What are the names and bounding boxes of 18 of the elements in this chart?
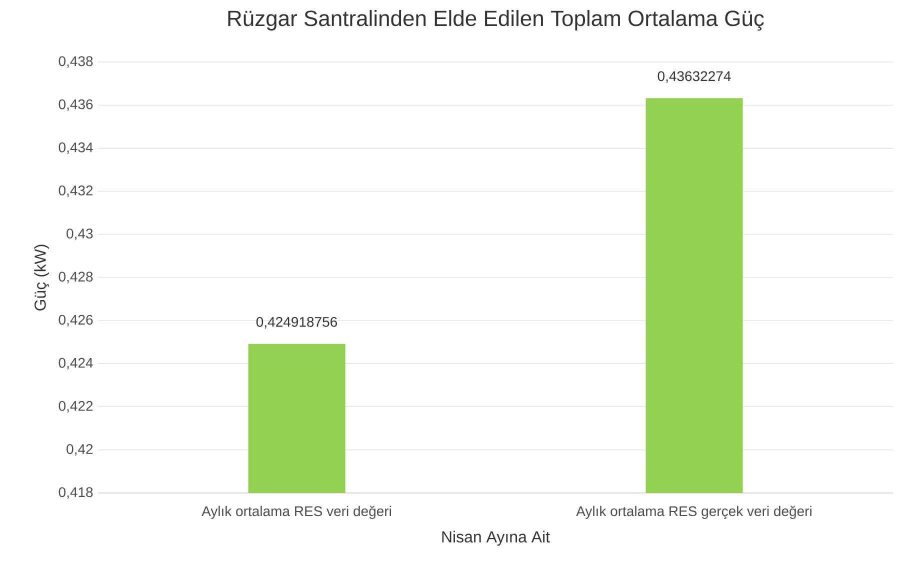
data-label: 0,43632274 [658, 71, 731, 83]
x-tick-label: Aylık ortalama RES gerçek veri değeri [576, 506, 812, 519]
x-tick-label: Aylık ortalama RES veri değeri [202, 506, 391, 519]
chart-title: Rüzgar Santralinden Elde Edilen Toplam Ortalama Güç [228, 10, 764, 31]
y-tick-label: 0,428 [58, 272, 93, 284]
y-tick-label: 0,434 [58, 142, 93, 154]
y-tick-label: 0,43 [66, 228, 93, 240]
y-tick-label: 0,436 [58, 99, 93, 111]
y-tick-label: 0,426 [58, 314, 93, 326]
y-tick-label: 0,424 [58, 358, 93, 370]
y-tick-label: 0,42 [66, 444, 93, 456]
y-tick-label: 0,422 [58, 401, 93, 413]
y-axis-title: Güç (kW) [34, 244, 50, 310]
data-label: 0,424918756 [256, 316, 337, 329]
x-axis-title: Nisan Ayına Ait [442, 530, 550, 546]
y-tick-label: 0,418 [58, 487, 93, 499]
y-tick-label: 0,438 [58, 56, 93, 68]
y-tick-label: 0,432 [58, 186, 93, 198]
